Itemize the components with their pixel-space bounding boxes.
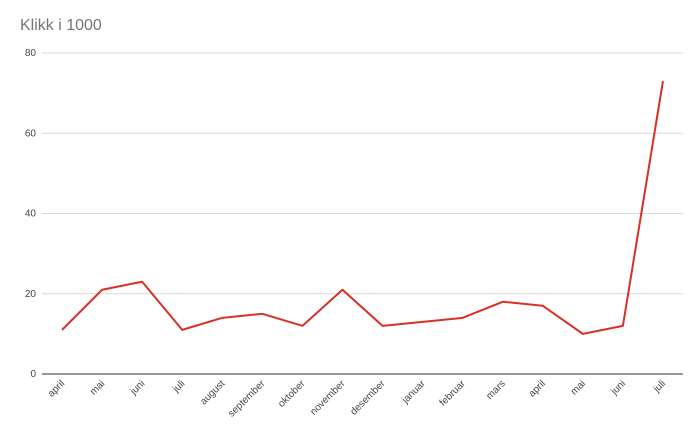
x-tick-label: mai	[569, 378, 588, 397]
y-tick-label: 80	[25, 48, 37, 59]
x-tick-label: januar	[400, 378, 429, 407]
x-tick-label: september	[226, 378, 268, 420]
x-tick-label: juni	[128, 378, 148, 398]
y-tick-label: 40	[25, 209, 37, 220]
y-tick-label: 0	[30, 369, 36, 380]
x-tick-label: april	[527, 378, 548, 399]
x-tick-label: august	[198, 378, 227, 407]
y-tick-label: 20	[25, 289, 37, 300]
x-tick-label: juli	[170, 378, 187, 395]
x-tick-label: mars	[484, 378, 508, 402]
x-tick-label: desember	[348, 378, 388, 418]
x-tick-label: juni	[609, 378, 629, 398]
x-tick-label: juli	[651, 378, 668, 395]
x-tick-label: februar	[438, 378, 469, 409]
chart-title: Klikk i 1000	[20, 17, 102, 34]
y-tick-label: 60	[25, 128, 37, 139]
line	[61, 80, 664, 335]
x-tick-label: april	[46, 378, 67, 399]
x-tick-label: oktober	[276, 378, 308, 410]
x-tick-label: mai	[88, 378, 107, 397]
x-tick-label: november	[308, 378, 348, 418]
